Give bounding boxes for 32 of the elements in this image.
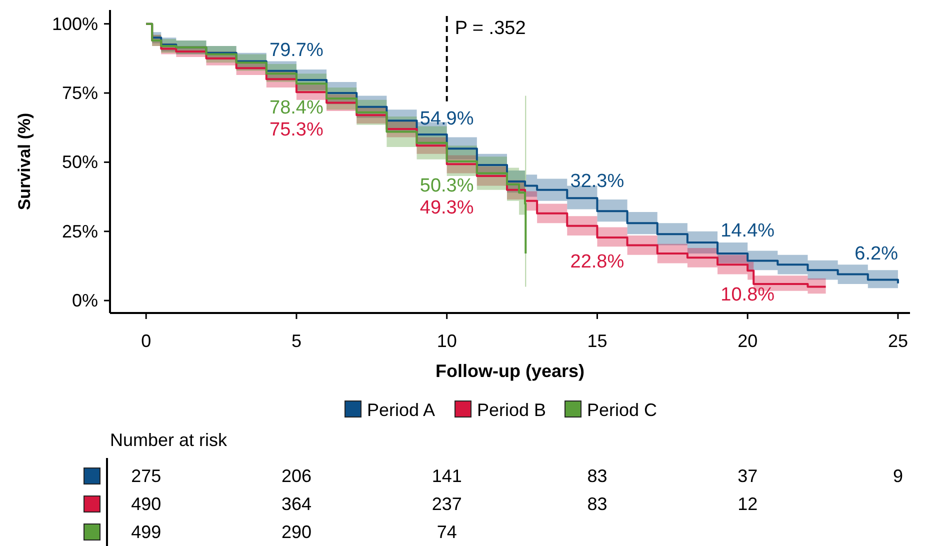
y-axis-title: Survival (%) [15,112,34,210]
annotation: 22.8% [570,251,624,272]
annotation: 32.3% [570,171,624,192]
annotation: 49.3% [420,197,474,218]
annotation: 10.8% [720,284,775,306]
text: 490 364 237 83 12 [131,494,758,514]
x-tick-label: 20 [738,331,758,351]
x-tick-label: 25 [888,331,908,351]
x-axis-title: Follow-up (years) [435,361,585,381]
ref-line-label: P = .352 [454,18,526,39]
y-tick-label: 0% [72,290,98,311]
annotation: 50.3% [420,175,474,196]
x-tick-label: 10 [436,331,457,351]
annotation: 6.2% [854,243,898,264]
annotation: 75.3% [270,120,324,141]
y-tick-label: 25% [62,221,98,242]
x-tick-label: 15 [587,331,608,351]
annotation: 14.4% [720,220,775,242]
text: 499 290 74 [131,522,457,542]
legend-label: Period B [477,400,546,420]
text: 275 206 141 83 37 9 [131,466,903,486]
x-tick-label: 0 [141,331,152,351]
legend-label: Period C [587,400,658,420]
annotation: 78.4% [270,98,324,119]
annotation: 79.7% [270,40,324,62]
y-tick-label: 50% [62,152,98,172]
legend-label: Period A [367,400,436,420]
y-tick-label: 75% [62,83,98,104]
text: Number at risk [110,430,228,450]
x-tick-label: 5 [291,331,302,351]
annotation: 54.9% [420,108,474,130]
y-tick-label: 100% [52,14,98,34]
